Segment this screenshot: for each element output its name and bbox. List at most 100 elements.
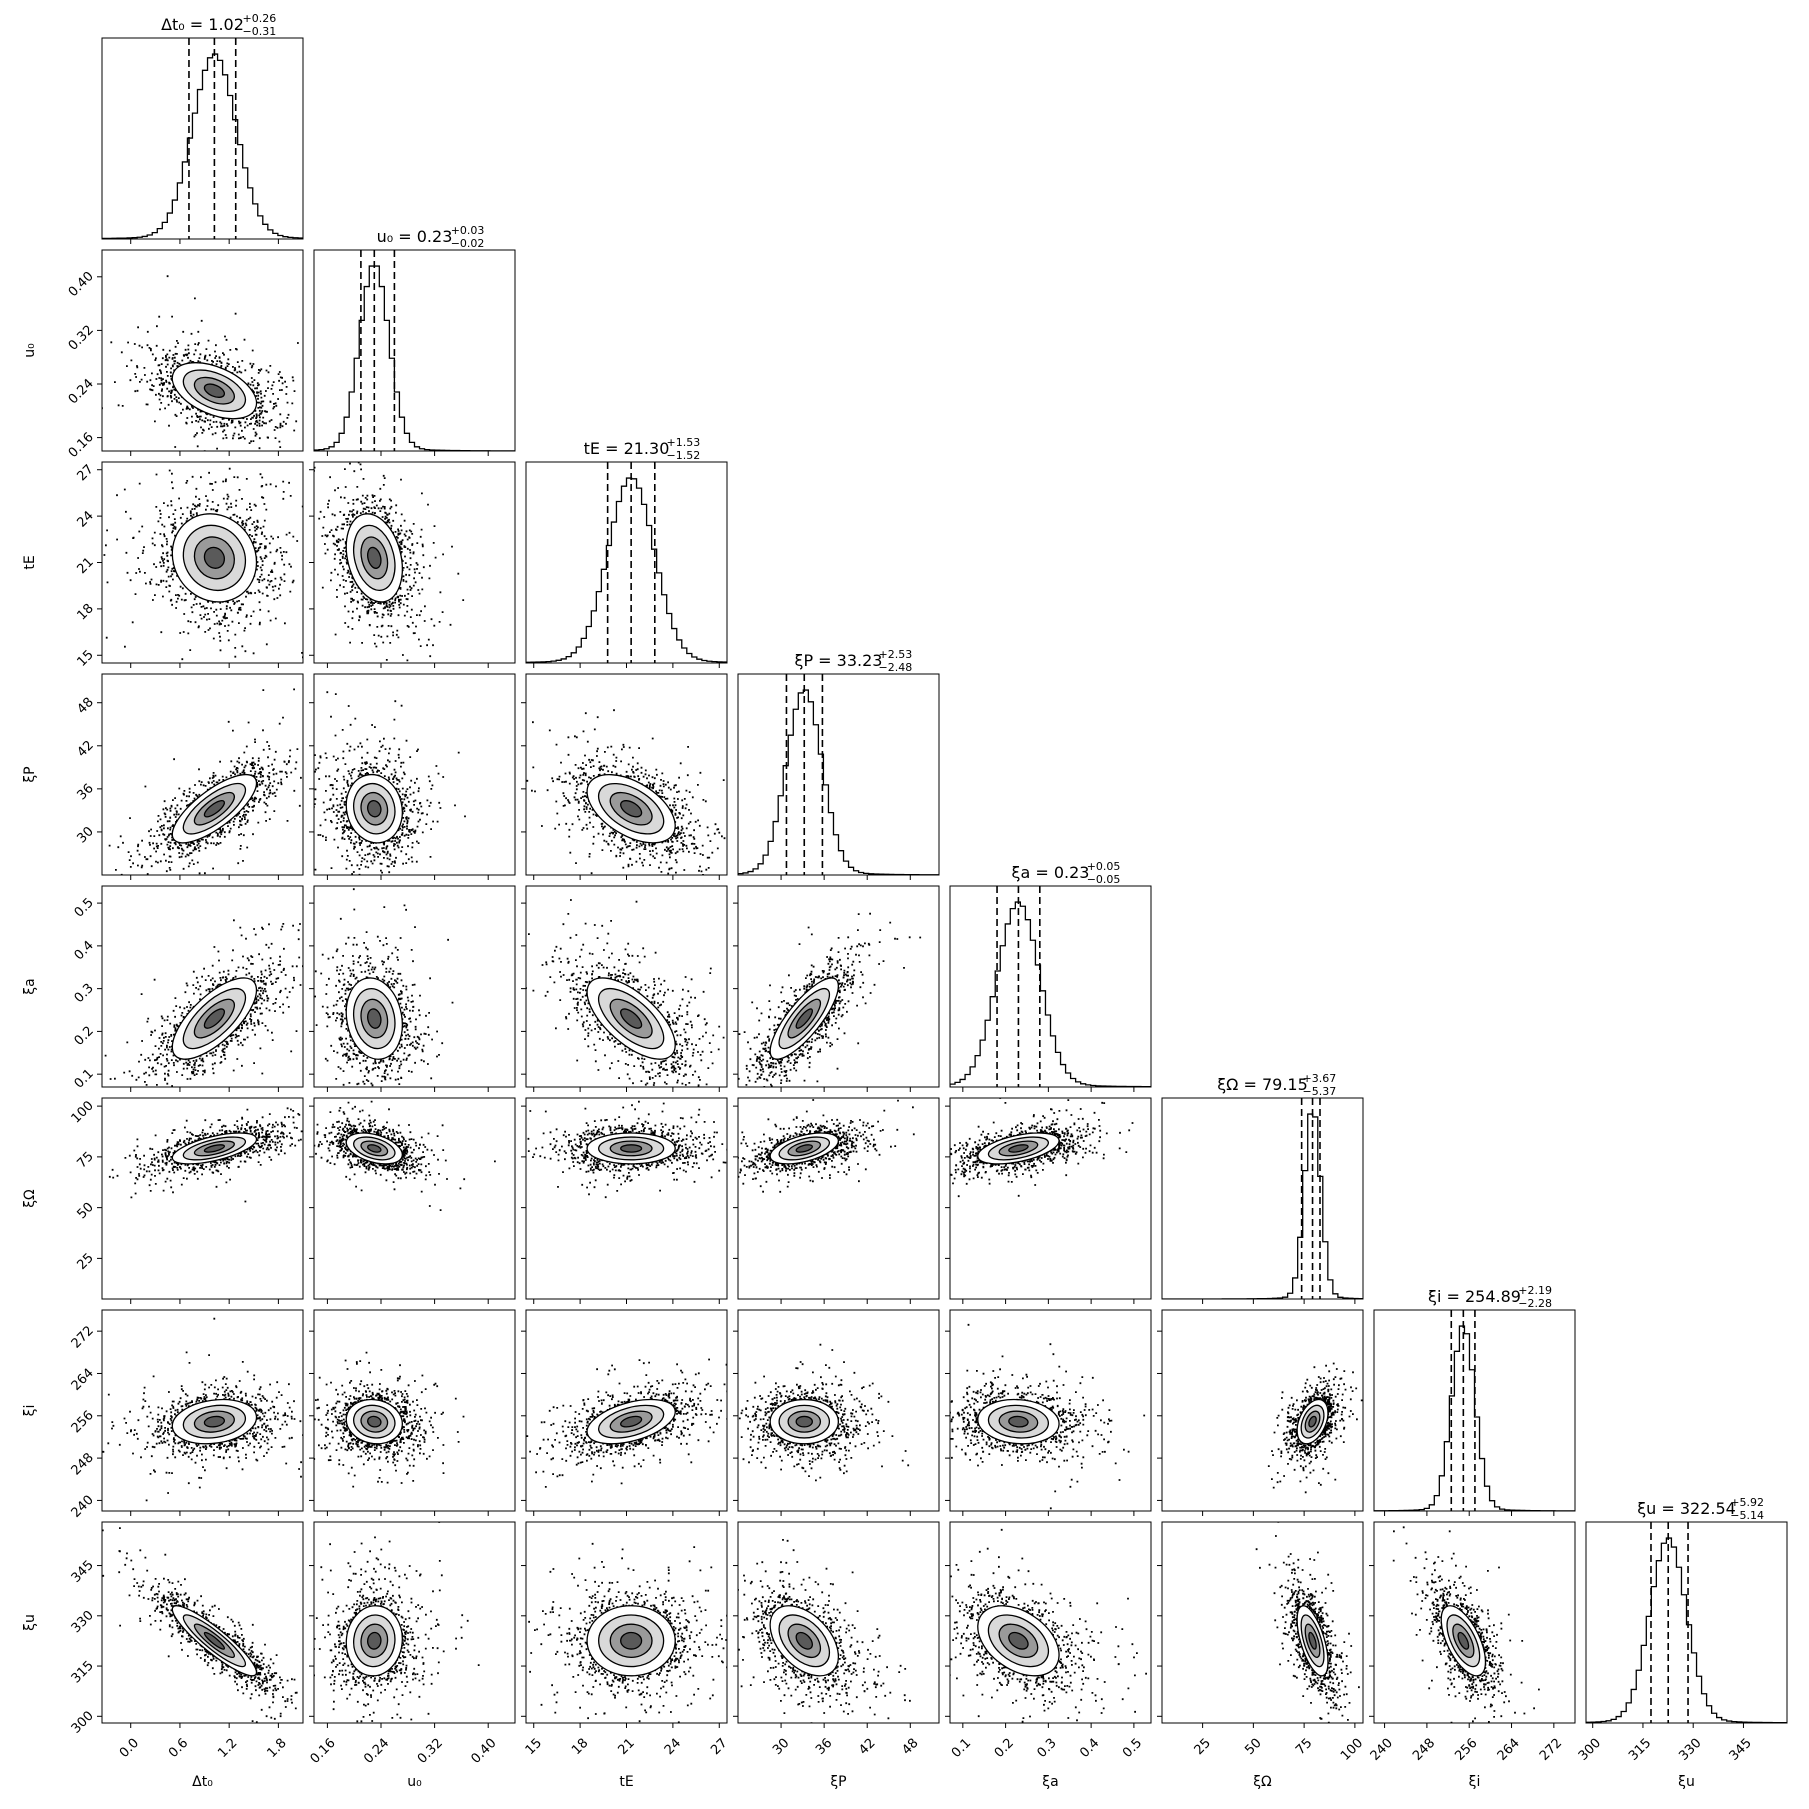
ytick-label-6-0: 240 [69, 1493, 97, 1521]
panel-2-0: 15 18 21 24 27 [75, 461, 304, 670]
xlabel-2: tE [619, 1774, 633, 1790]
xlabel-3: ξP [830, 1774, 846, 1790]
contour-3-0-3 [203, 800, 226, 818]
xtick-label-4-3: 0.4 [1077, 1736, 1102, 1761]
xtick-label-3-2: 42 [856, 1736, 878, 1758]
samples-5-1 [314, 1100, 496, 1211]
xtick-label-1-1: 0.24 [361, 1736, 392, 1767]
panel-6-0: 240 248 256 264 272 [69, 1309, 304, 1521]
panel-6-1 [309, 1309, 516, 1516]
contour-1-0-3 [203, 383, 226, 398]
histogram-0 [102, 53, 303, 239]
frame-5-0 [101, 1097, 304, 1300]
xtick-label-2-4: 27 [708, 1736, 730, 1758]
panel-6-4 [945, 1309, 1152, 1516]
ytick-label-3-0: 30 [75, 824, 97, 846]
panel-6-3 [733, 1309, 940, 1516]
frame-4-0 [101, 885, 304, 1088]
contour-6-5-3 [1308, 1415, 1317, 1428]
title-6-lower: −2.28 [1518, 1297, 1552, 1310]
xtick-label-0-0: 0.0 [117, 1736, 142, 1761]
ylabel-5: ξΩ [22, 1189, 38, 1208]
samples-2-0 [103, 462, 303, 663]
ytick-label-6-3: 264 [69, 1366, 97, 1394]
ytick-label-6-1: 248 [69, 1450, 97, 1478]
ytick-label-7-2: 330 [69, 1608, 97, 1636]
panel-6-6: ξi = 254.89+2.19−2.28 [1373, 1284, 1576, 1516]
contour-2-0-3 [203, 546, 226, 569]
ylabel-6: ξi [22, 1405, 38, 1417]
frame-6-0 [101, 1309, 304, 1512]
xtick-label-5-1: 50 [1242, 1736, 1264, 1758]
contour-6-4-3 [1008, 1415, 1029, 1428]
frame-6-6 [1373, 1309, 1576, 1512]
ytick-label-1-3: 0.40 [66, 269, 97, 300]
frame-7-3 [737, 1521, 940, 1724]
xlabel-1: u₀ [407, 1774, 422, 1790]
title-5-upper: +3.67 [1303, 1072, 1337, 1085]
panel-6-2 [521, 1309, 728, 1516]
contour-5-3-3 [795, 1144, 813, 1153]
xlabel-7: ξu [1678, 1774, 1695, 1790]
xtick-label-5-3: 100 [1338, 1736, 1366, 1764]
ytick-label-5-0: 25 [75, 1251, 97, 1273]
title-2-upper: +1.53 [667, 436, 701, 449]
contour-7-1-3 [367, 1631, 382, 1650]
title-0-lower: −0.31 [243, 25, 277, 38]
title-5: ξΩ = 79.15 [1217, 1075, 1308, 1094]
frame-7-0 [101, 1521, 304, 1724]
xtick-label-6-2: 256 [1452, 1736, 1480, 1764]
ytick-label-6-2: 256 [69, 1408, 97, 1436]
title-5-lower: −5.37 [1303, 1085, 1337, 1098]
ytick-label-4-4: 0.5 [72, 895, 97, 920]
ytick-label-1-2: 0.32 [66, 323, 97, 354]
panel-5-4 [945, 1097, 1152, 1304]
ytick-label-4-2: 0.3 [72, 981, 97, 1006]
frame-5-1 [313, 1097, 516, 1300]
xtick-label-6-3: 264 [1495, 1736, 1523, 1764]
histogram-2 [526, 477, 727, 663]
frame-3-0 [101, 673, 304, 876]
title-1-lower: −0.02 [451, 237, 485, 250]
panel-5-5: ξΩ = 79.15+3.67−5.37 [1161, 1072, 1364, 1304]
ytick-label-2-0: 15 [75, 647, 97, 669]
title-3: ξP = 33.23 [795, 651, 883, 670]
ytick-label-1-1: 0.24 [66, 376, 97, 407]
frame-7-6 [1373, 1521, 1576, 1724]
histogram-7 [1586, 1537, 1787, 1723]
contour-5-0-3 [203, 1144, 226, 1153]
frame-7-7 [1585, 1521, 1788, 1724]
panel-7-3: 30 36 42 48 [733, 1521, 940, 1758]
contour-7-0-3 [203, 1631, 226, 1650]
panel-7-4: 0.1 0.2 0.3 0.4 0.5 [945, 1521, 1152, 1761]
contour-4-2-3 [620, 1008, 643, 1029]
samples-6-0 [102, 1317, 303, 1502]
xtick-label-2-3: 24 [662, 1736, 684, 1758]
ylabel-1: u₀ [22, 343, 38, 358]
ylabel-4: ξa [22, 978, 38, 994]
contour-6-2-3 [620, 1415, 643, 1428]
contour-7-2-3 [620, 1631, 643, 1650]
title-7-lower: −5.14 [1730, 1509, 1764, 1522]
frame-4-3 [737, 885, 940, 1088]
contour-7-5-3 [1308, 1631, 1317, 1650]
panel-4-2 [521, 885, 728, 1092]
ylabel-3: ξP [22, 766, 38, 782]
frame-0-0 [101, 37, 304, 240]
panel-6-5 [1157, 1309, 1364, 1516]
frame-5-3 [737, 1097, 940, 1300]
contour-4-1-3 [367, 1008, 382, 1029]
xtick-label-0-2: 1.2 [215, 1736, 240, 1761]
histogram-5 [1162, 1113, 1363, 1299]
xtick-label-4-2: 0.3 [1034, 1736, 1059, 1761]
frame-4-4 [949, 885, 1152, 1088]
ytick-label-7-3: 345 [69, 1558, 97, 1586]
contour-4-0-3 [203, 1008, 226, 1029]
ytick-label-4-0: 0.1 [72, 1066, 97, 1091]
panel-3-2 [521, 673, 728, 880]
panel-2-2: tE = 21.30+1.53−1.52 [525, 436, 728, 668]
panel-7-1: 0.16 0.24 0.32 0.40 [308, 1521, 516, 1767]
panel-7-7: ξu = 322.54+5.92−5.14 300 315 330 345 [1576, 1496, 1788, 1764]
contour-4-3-3 [795, 1008, 813, 1029]
contour-7-3-3 [795, 1631, 813, 1650]
